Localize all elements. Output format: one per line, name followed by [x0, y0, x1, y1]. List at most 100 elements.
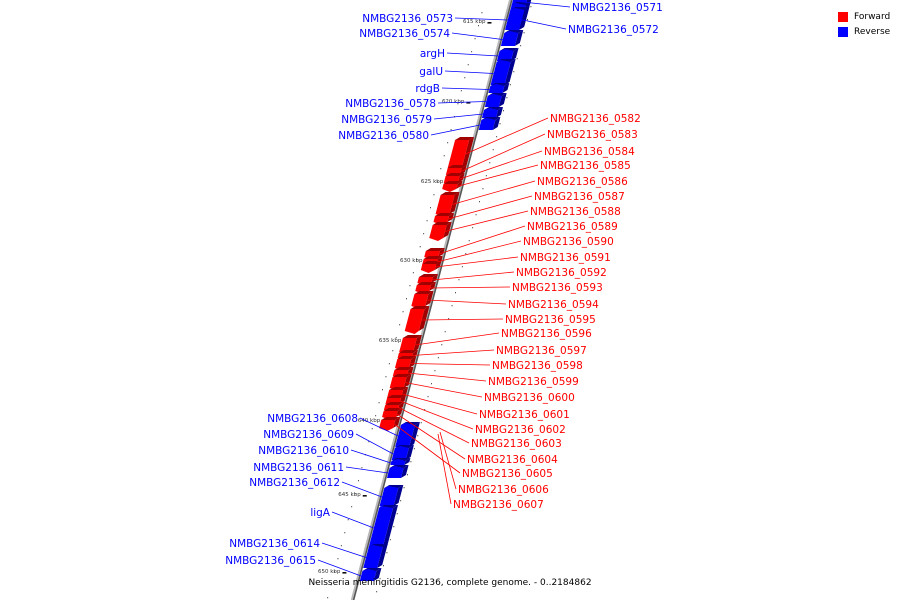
guide-dot — [424, 409, 426, 411]
gene-feature-side — [504, 59, 516, 85]
guide-dot — [402, 311, 404, 313]
tick-label: 625 kbp — [421, 179, 444, 185]
guide-dot — [419, 246, 421, 248]
leader-NMBG2136_0588 — [444, 210, 529, 232]
gene-feature-side — [492, 117, 501, 130]
leader-NMBG2136_0589 — [438, 225, 526, 255]
tick-label: 635 kbp — [379, 338, 402, 344]
gene-feature-side — [498, 93, 507, 107]
gene-feature-top — [432, 222, 452, 225]
gene-feature-argH — [496, 49, 514, 61]
gene-label-NMBG2136_0573: NMBG2136_0573 — [362, 13, 453, 25]
label-leaders — [317, 0, 571, 577]
gene-label-argH: argH — [420, 48, 445, 60]
gene-label-rdgB: rdgB — [415, 83, 440, 95]
guide-dot — [393, 526, 395, 528]
reverse-swatch — [838, 26, 848, 37]
gene-label-NMBG2136_0592: NMBG2136_0592 — [516, 267, 607, 279]
gene-label-NMBG2136_0608: NMBG2136_0608 — [267, 413, 358, 425]
guide-dot — [492, 149, 494, 151]
gene-feature-top — [455, 137, 475, 140]
guide-dot — [457, 103, 459, 105]
gene-feature-side — [425, 291, 434, 306]
leader-NMBG2136_0571 — [512, 0, 571, 8]
guide-dot — [450, 129, 452, 131]
leader-NMBG2136_0591 — [435, 256, 519, 268]
gene-feature-top — [416, 282, 436, 285]
guide-dot — [361, 467, 363, 469]
gene-labels: NMBG2136_0571 NMBG2136_0572 NMBG2136_0573 N… — [225, 2, 663, 567]
gene-feature-top — [418, 274, 438, 277]
gene-label-NMBG2136_0603: NMBG2136_0603 — [471, 438, 562, 450]
tick-label: 645 kbp — [338, 492, 361, 498]
guide-dot — [523, 32, 525, 34]
guide-dot — [520, 45, 522, 47]
gene-label-NMBG2136_0596: NMBG2136_0596 — [501, 328, 592, 340]
tick-label: 650 kbp — [318, 569, 341, 575]
gene-feature-side — [447, 213, 455, 222]
guide-dot — [412, 272, 414, 274]
guide-dot — [502, 110, 504, 112]
guide-dot — [465, 253, 467, 255]
gene-label-galU: galU — [419, 66, 443, 78]
leader-NMBG2136_0585 — [456, 164, 539, 187]
leader-NMBG2136_0603 — [398, 407, 470, 444]
gene-features — [359, 0, 532, 581]
leader-NMBG2136_0598 — [410, 363, 491, 366]
gene-feature-side — [418, 306, 430, 331]
legend-reverse: Reverse — [838, 24, 890, 39]
guide-dot — [475, 214, 477, 216]
gene-feature-NMBG2136_0615 — [359, 569, 377, 581]
guide-dot — [334, 571, 336, 573]
tick-mark — [487, 22, 492, 24]
gene-feature-NMBG2136_0582 — [447, 140, 470, 171]
gene-label-NMBG2136_0593: NMBG2136_0593 — [512, 282, 603, 294]
gene-feature-top — [398, 350, 418, 353]
guide-dot — [340, 545, 342, 547]
guide-dot — [458, 279, 460, 281]
gene-feature-top — [445, 173, 465, 176]
gene-feature-side — [434, 261, 442, 270]
gene-label-NMBG2136_0590: NMBG2136_0590 — [523, 236, 614, 248]
guide-dot — [454, 292, 456, 294]
gene-label-NMBG2136_0571: NMBG2136_0571 — [572, 2, 663, 14]
guide-dot — [471, 51, 473, 53]
leader-NMBG2136_0612 — [341, 481, 383, 498]
tick-label: 640 kbp — [358, 418, 381, 424]
gene-feature-NMBG2136_0609 — [391, 446, 409, 460]
scale-ticks: 615 kbp 620 kbp 625 kbp 630 kbp 635 kbp 640 k… — [318, 19, 492, 575]
leader-NMBG2136_0599 — [407, 372, 487, 382]
guide-dot — [530, 6, 532, 8]
guide-dot — [388, 363, 390, 365]
guide-dot — [403, 487, 405, 489]
leader-NMBG2136_0594 — [426, 299, 507, 305]
gene-feature-side — [393, 485, 404, 506]
guide-dot — [378, 402, 380, 404]
guide-dot — [468, 240, 470, 242]
leader-NMBG2136_0574 — [451, 32, 503, 40]
gene-feature-side — [400, 465, 409, 478]
guide-dot — [417, 435, 419, 437]
gene-feature-side — [408, 356, 417, 368]
gene-feature-side — [502, 83, 510, 93]
guide-dot — [513, 71, 515, 73]
guide-dot — [385, 376, 387, 378]
guide-dot — [389, 539, 391, 541]
leader-NMBG2136_0586 — [451, 180, 536, 205]
gene-feature-top — [387, 395, 407, 398]
gene-feature-NMBG2136_0614 — [363, 545, 383, 568]
gene-feature-NMBG2136_0580 — [478, 118, 496, 130]
gene-feature-NMBG2136_0610 — [390, 459, 406, 465]
gene-feature-NMBG2136_0591 — [420, 264, 437, 273]
leader-NMBG2136_0597 — [412, 349, 495, 356]
gene-label-NMBG2136_0611: NMBG2136_0611 — [253, 462, 344, 474]
guide-dot — [448, 318, 450, 320]
leader-NMBG2136_0590 — [436, 240, 522, 263]
gene-feature-top — [414, 291, 434, 294]
gene-feature-rdgB — [488, 84, 505, 93]
gene-feature-top — [447, 165, 467, 168]
guide-dot — [477, 25, 479, 27]
guide-dot — [382, 389, 384, 391]
guide-dot — [426, 220, 428, 222]
gene-feature-side — [406, 367, 414, 376]
